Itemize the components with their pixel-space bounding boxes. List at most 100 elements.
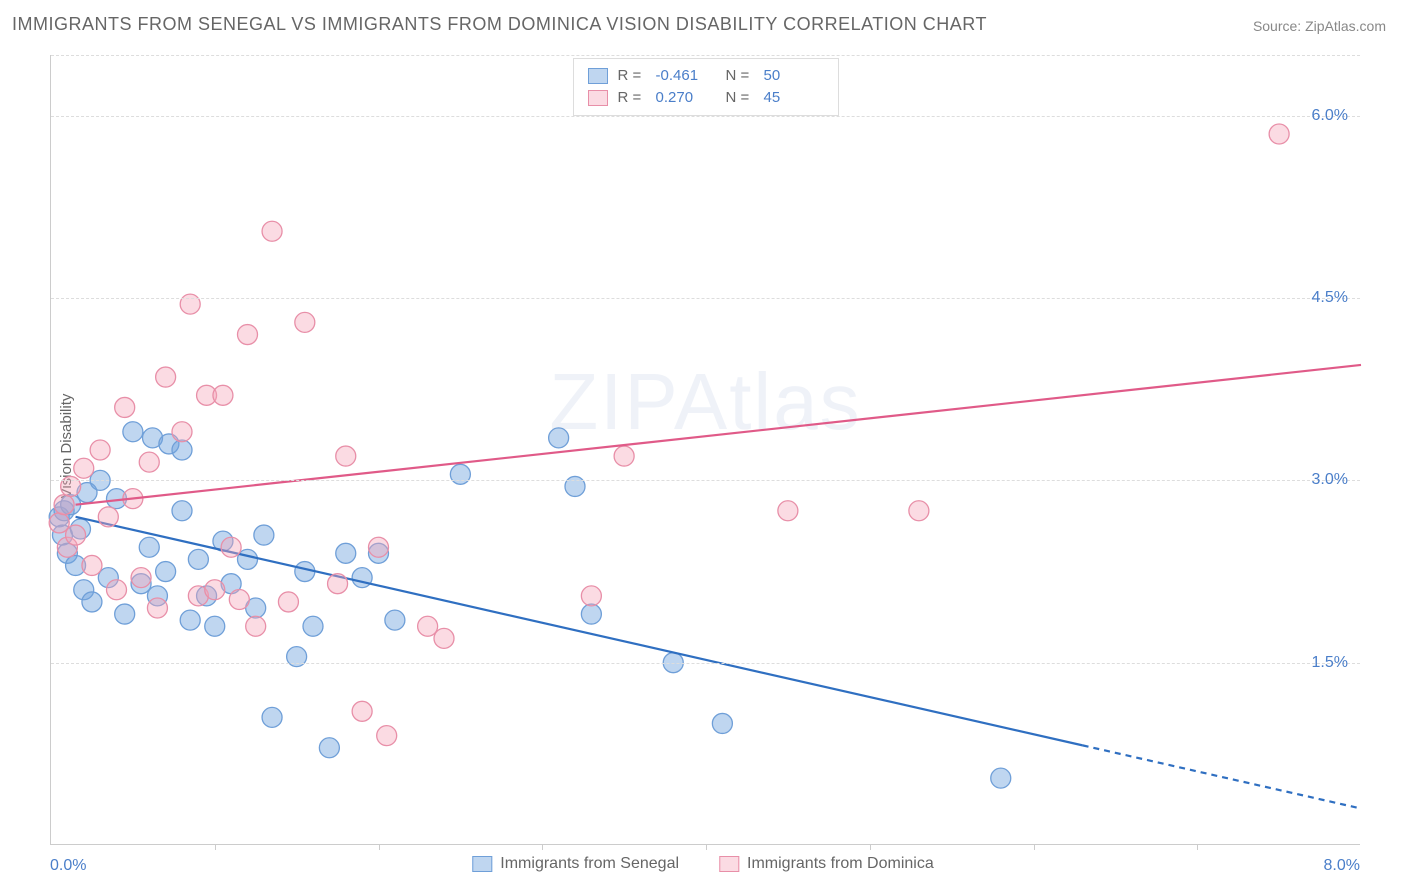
scatter-point: [262, 707, 282, 727]
x-tick: [870, 844, 871, 850]
scatter-point: [336, 446, 356, 466]
gridline-h: [51, 116, 1360, 117]
trend-line-extrapolated: [1083, 745, 1361, 808]
scatter-point: [172, 501, 192, 521]
scatter-point: [238, 325, 258, 345]
scatter-point: [156, 562, 176, 582]
gridline-h: [51, 55, 1360, 56]
gridline-h: [51, 480, 1360, 481]
scatter-point: [123, 422, 143, 442]
scatter-point: [254, 525, 274, 545]
scatter-point: [238, 549, 258, 569]
y-tick-label: 6.0%: [1312, 107, 1348, 125]
scatter-point: [319, 738, 339, 758]
chart-container: IMMIGRANTS FROM SENEGAL VS IMMIGRANTS FR…: [0, 0, 1406, 892]
scatter-point: [246, 616, 266, 636]
scatter-point: [213, 385, 233, 405]
scatter-point: [229, 589, 249, 609]
scatter-point: [205, 580, 225, 600]
scatter-point: [352, 701, 372, 721]
legend-r-value: 0.270: [656, 87, 716, 109]
legend-swatch: [719, 856, 739, 872]
scatter-point: [139, 452, 159, 472]
legend-n-label: N =: [726, 87, 754, 109]
scatter-point: [90, 440, 110, 460]
chart-title: IMMIGRANTS FROM SENEGAL VS IMMIGRANTS FR…: [12, 14, 987, 35]
source-attribution: Source: ZipAtlas.com: [1253, 18, 1386, 34]
scatter-point: [107, 580, 127, 600]
scatter-point: [581, 604, 601, 624]
y-tick-label: 4.5%: [1312, 289, 1348, 307]
scatter-point: [295, 312, 315, 332]
y-tick-label: 1.5%: [1312, 654, 1348, 672]
legend-series-item: Immigrants from Senegal: [472, 855, 679, 873]
scatter-point: [434, 628, 454, 648]
scatter-point: [156, 367, 176, 387]
legend-r-label: R =: [618, 87, 646, 109]
scatter-point: [328, 574, 348, 594]
scatter-point: [147, 598, 167, 618]
correlation-legend: R = -0.461 N = 50 R = 0.270 N = 45: [573, 58, 839, 116]
legend-correlation-row: R = -0.461 N = 50: [588, 65, 824, 87]
legend-series-label: Immigrants from Senegal: [500, 855, 679, 873]
scatter-point: [172, 440, 192, 460]
scatter-point: [778, 501, 798, 521]
scatter-point: [303, 616, 323, 636]
scatter-point: [336, 543, 356, 563]
legend-swatch: [588, 90, 608, 106]
scatter-point: [74, 458, 94, 478]
x-axis-origin-label: 0.0%: [50, 857, 86, 875]
scatter-point: [115, 604, 135, 624]
plot-area: ZIPAtlas R =-0.461N =50R =0.270N =45 1.5…: [50, 55, 1360, 845]
legend-n-value: 50: [764, 65, 824, 87]
scatter-point: [66, 525, 86, 545]
scatter-point: [131, 568, 151, 588]
scatter-point: [172, 422, 192, 442]
scatter-point: [262, 221, 282, 241]
legend-swatch: [588, 68, 608, 84]
legend-n-value: 45: [764, 87, 824, 109]
x-tick: [379, 844, 380, 850]
x-tick: [706, 844, 707, 850]
scatter-point: [369, 537, 389, 557]
scatter-point: [49, 513, 69, 533]
legend-series-label: Immigrants from Dominica: [747, 855, 934, 873]
scatter-point: [352, 568, 372, 588]
scatter-point: [278, 592, 298, 612]
scatter-point: [139, 537, 159, 557]
scatter-point: [991, 768, 1011, 788]
trend-line: [76, 365, 1361, 505]
scatter-point: [1269, 124, 1289, 144]
legend-r-value: -0.461: [656, 65, 716, 87]
scatter-point: [82, 555, 102, 575]
scatter-point: [82, 592, 102, 612]
scatter-point: [205, 616, 225, 636]
scatter-point: [377, 726, 397, 746]
scatter-point: [712, 713, 732, 733]
x-tick: [1197, 844, 1198, 850]
x-axis-max-label: 8.0%: [1324, 857, 1360, 875]
scatter-point: [581, 586, 601, 606]
series-legend: Immigrants from Senegal Immigrants from D…: [472, 855, 933, 873]
scatter-point: [188, 549, 208, 569]
scatter-point: [221, 537, 241, 557]
scatter-point: [418, 616, 438, 636]
x-tick: [215, 844, 216, 850]
chart-svg: [51, 55, 1360, 844]
gridline-h: [51, 298, 1360, 299]
scatter-point: [385, 610, 405, 630]
scatter-point: [98, 507, 118, 527]
legend-correlation-row: R = 0.270 N = 45: [588, 87, 824, 109]
gridline-h: [51, 663, 1360, 664]
scatter-point: [549, 428, 569, 448]
legend-n-label: N =: [726, 65, 754, 87]
legend-r-label: R =: [618, 65, 646, 87]
scatter-point: [54, 495, 74, 515]
scatter-point: [115, 397, 135, 417]
scatter-point: [909, 501, 929, 521]
x-tick: [542, 844, 543, 850]
scatter-point: [614, 446, 634, 466]
scatter-point: [180, 610, 200, 630]
y-tick-label: 3.0%: [1312, 471, 1348, 489]
x-tick: [1034, 844, 1035, 850]
